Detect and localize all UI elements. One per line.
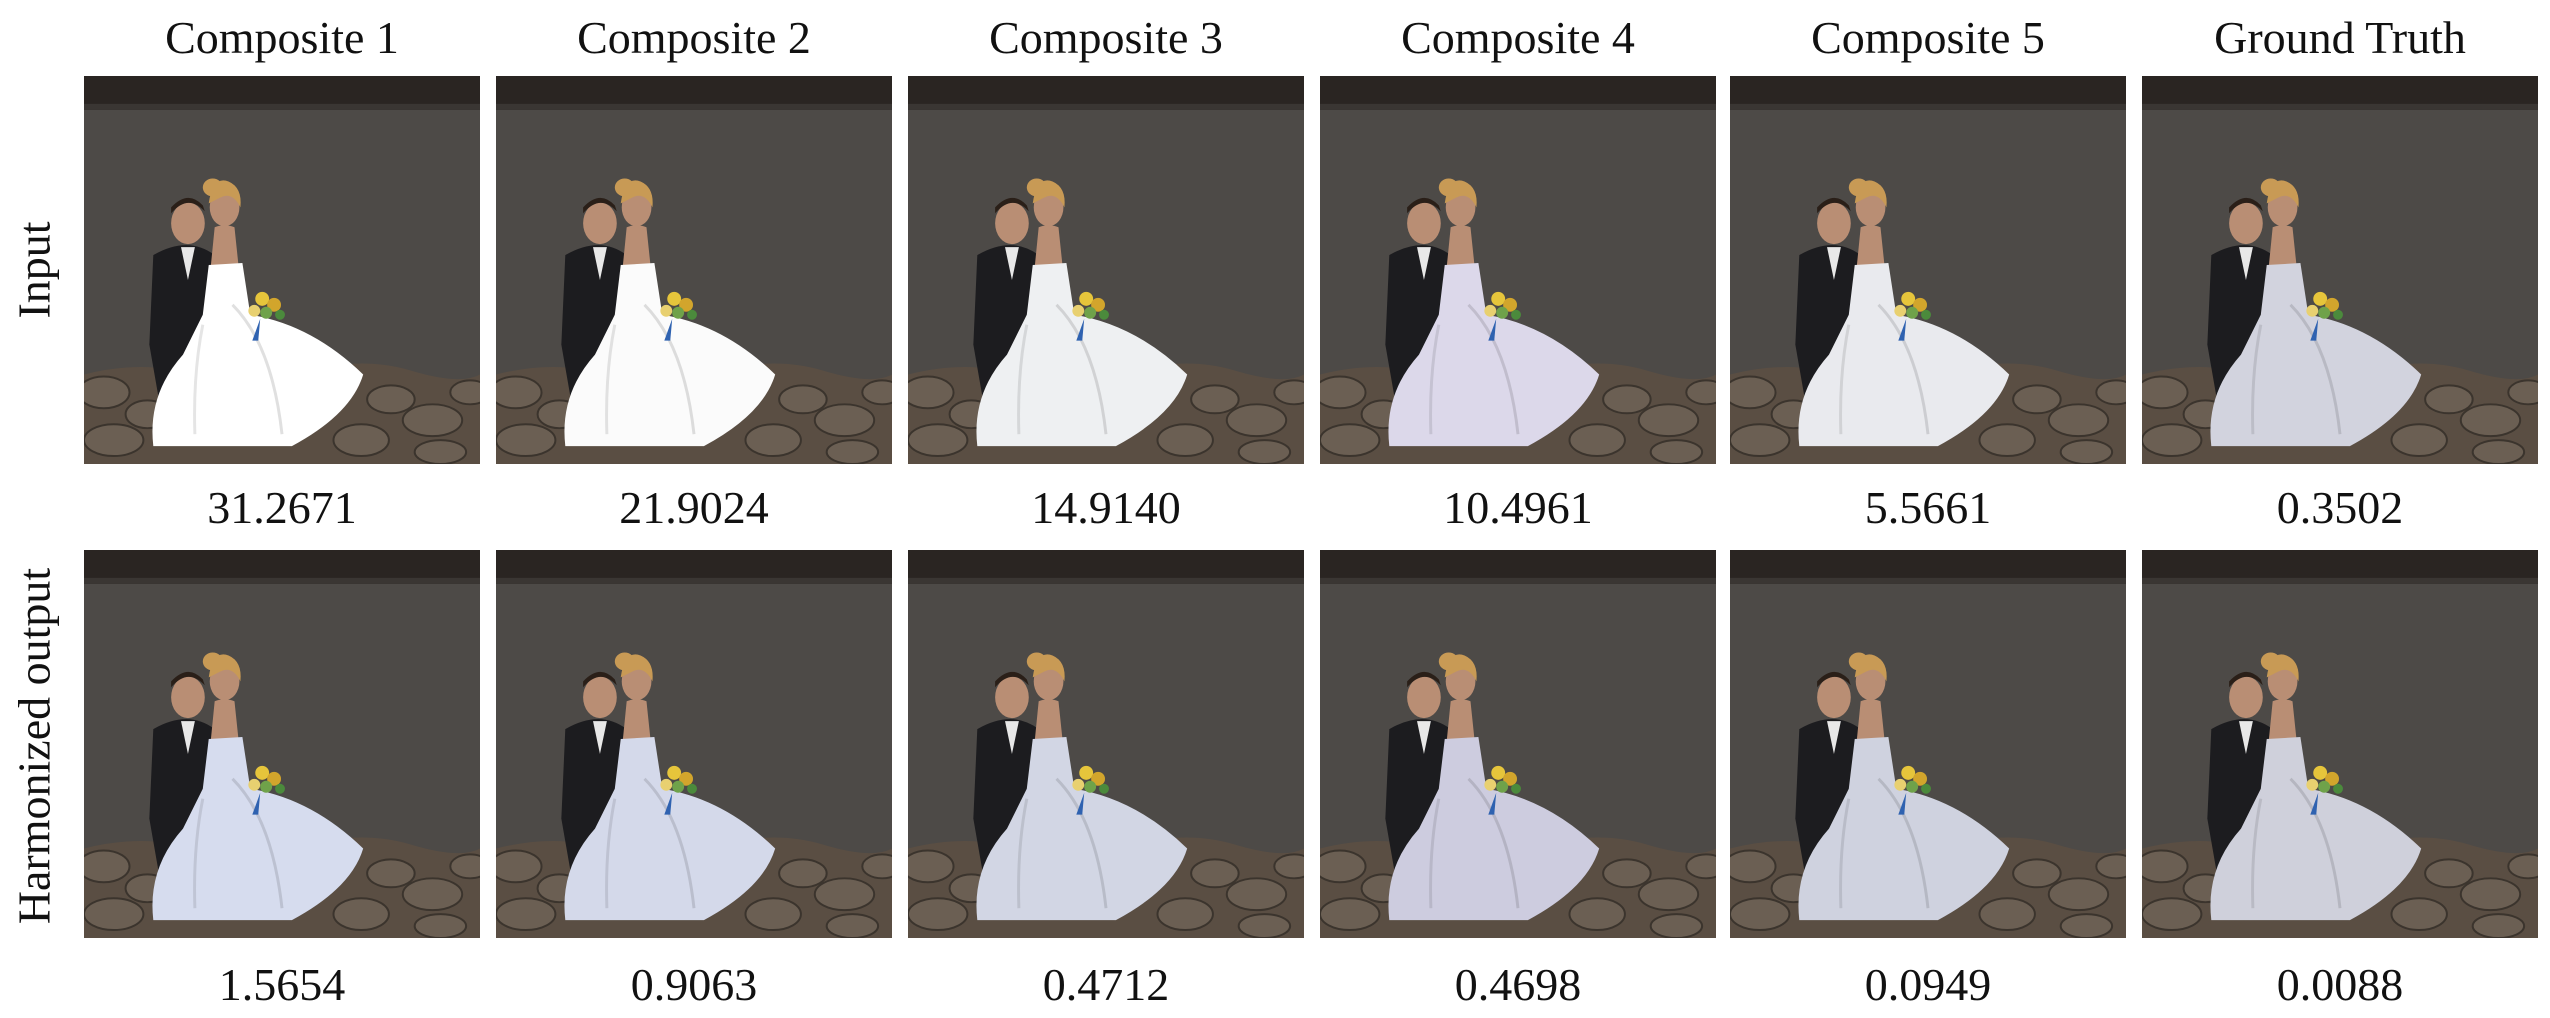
column-title-composite-4: Composite 4	[1401, 12, 1635, 63]
output-score-2: 0.9063	[630, 959, 758, 1010]
input-score-4: 10.4961	[1443, 482, 1593, 533]
output-score-5: 0.0949	[1864, 959, 1992, 1010]
output-image-2	[496, 550, 892, 938]
column-title-composite-2: Composite 2	[577, 12, 811, 63]
column-title-composite-5: Composite 5	[1811, 12, 2045, 63]
input-image-4	[1320, 76, 1716, 464]
row-label-harmonized-output: Harmonized output	[8, 567, 60, 925]
input-score-5: 5.5661	[1864, 482, 1992, 533]
column-title-composite-1: Composite 1	[165, 12, 399, 63]
input-image-6	[2142, 76, 2538, 464]
input-score-6: 0.3502	[2276, 482, 2404, 533]
output-image-4	[1320, 550, 1716, 938]
input-image-2	[496, 76, 892, 464]
input-image-3	[908, 76, 1304, 464]
input-image-5	[1730, 76, 2126, 464]
output-image-5	[1730, 550, 2126, 938]
output-score-6: 0.0088	[2276, 959, 2404, 1010]
input-score-2: 21.9024	[619, 482, 769, 533]
input-score-3: 14.9140	[1031, 482, 1181, 533]
output-image-3	[908, 550, 1304, 938]
output-image-6	[2142, 550, 2538, 938]
output-score-3: 0.4712	[1042, 959, 1170, 1010]
row-label-input: Input	[8, 221, 60, 319]
input-image-1	[84, 76, 480, 464]
output-score-1: 1.5654	[218, 959, 346, 1010]
column-title-composite-3: Composite 3	[989, 12, 1223, 63]
column-title-ground-truth: Ground Truth	[2214, 12, 2466, 63]
output-image-1	[84, 550, 480, 938]
output-score-4: 0.4698	[1454, 959, 1582, 1010]
input-score-1: 31.2671	[207, 482, 357, 533]
